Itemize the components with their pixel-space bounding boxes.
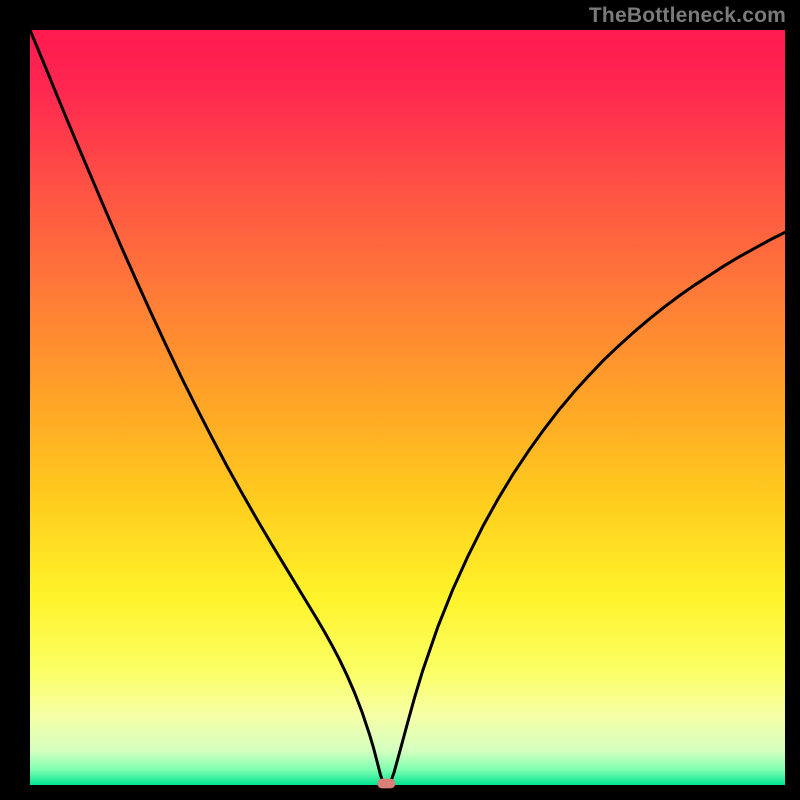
minimum-marker [377, 779, 395, 789]
chart-frame: TheBottleneck.com [0, 0, 800, 800]
gradient-background [30, 30, 785, 785]
watermark-text: TheBottleneck.com [589, 4, 786, 28]
bottleneck-curve-chart [0, 0, 800, 800]
